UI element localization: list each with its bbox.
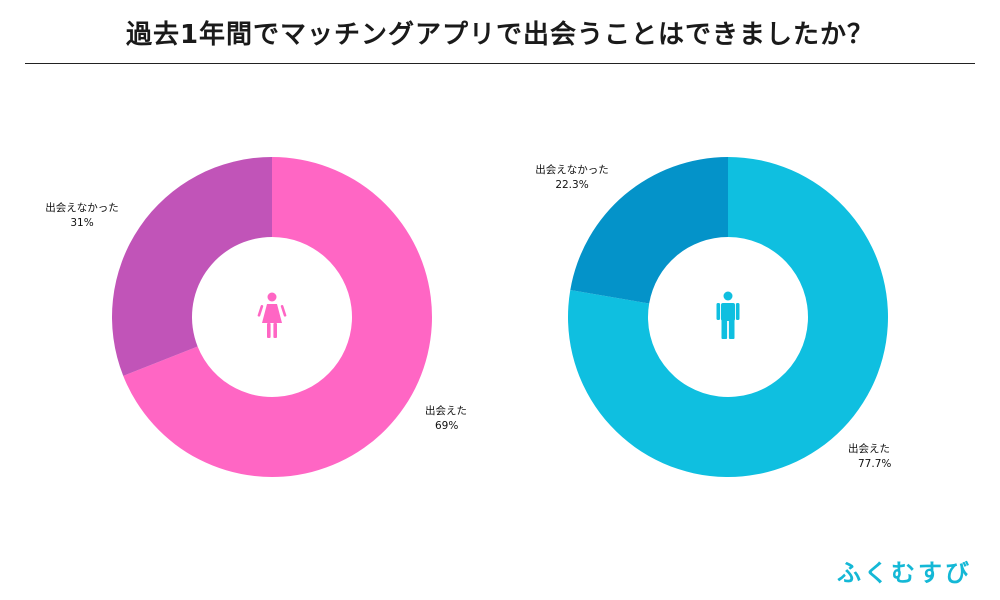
female-icon [257, 292, 287, 338]
donut-chart-1: 出会えた 69% 出会えなかった 31% [45, 157, 467, 478]
slice-value-label: 77.7% [858, 458, 891, 470]
title-divider [25, 63, 975, 64]
slice-value-label: 69% [435, 420, 458, 432]
donut-slice [112, 157, 273, 376]
brand-logo: ふくむすび [837, 553, 972, 588]
donut-slice [568, 157, 889, 478]
slice-label: 出会えた [848, 442, 890, 455]
slice-value-label: 31% [70, 217, 93, 229]
slice-label: 出会えなかった [535, 163, 609, 176]
donut-slice [123, 157, 433, 478]
page-title: 過去1年間でマッチングアプリで出会うことはできましたか？ [125, 20, 875, 50]
slice-label: 出会えなかった [45, 201, 119, 214]
donut-chart-2: 出会えた 77.7% 出会えなかった 22.3% [535, 157, 891, 478]
male-icon [716, 291, 740, 339]
slice-label: 出会えた [425, 404, 467, 417]
donut-slice [570, 157, 728, 304]
slice-value-label: 22.3% [555, 179, 588, 191]
brand-logo-text: ふくむすび [837, 559, 972, 587]
